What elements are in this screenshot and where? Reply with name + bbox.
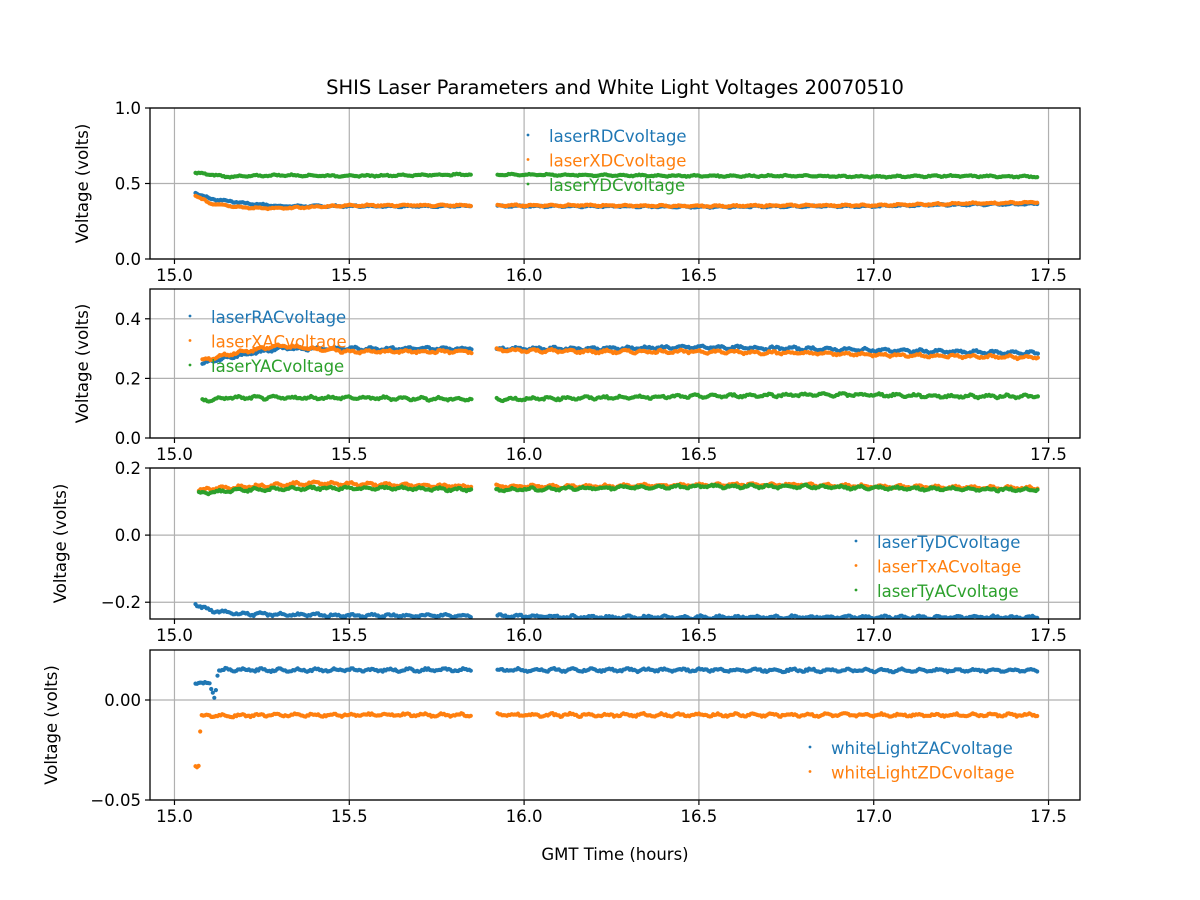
y-tick-label: 0.4: [115, 310, 141, 329]
legend-marker: [854, 588, 858, 592]
subplot-1: 15.0 15.5 16.0 16.5 17.0 17.5 0.0 0.5 1.0 Voltage…: [73, 99, 1081, 285]
axes-frame: [149, 107, 1081, 260]
legend-marker: [808, 745, 812, 749]
series-whiteLightZDCvoltage: [193, 710, 1040, 770]
x-tick-label: 17.0: [855, 445, 892, 464]
axes-frame: [149, 288, 1081, 439]
legend-marker: [854, 539, 858, 543]
legend-label: laserXACvoltage: [211, 333, 347, 352]
legend-label: laserTxACvoltage: [877, 558, 1021, 577]
series-laserXDCvoltage: [193, 193, 1040, 212]
legend-marker: [188, 339, 192, 342]
series-laserYDCvoltage: [193, 170, 1040, 180]
x-tick-label: 17.5: [1030, 626, 1067, 645]
y-tick-label: 0.0: [115, 250, 141, 269]
x-tick-label: 17.5: [1030, 445, 1067, 464]
y-tick-label: 0.00: [104, 691, 141, 710]
subplot-4: 15.0 15.5 16.0 16.5 17.0 17.5 −0.05 0.00 Voltage…: [42, 649, 1081, 826]
x-tick-label: 15.5: [331, 266, 368, 285]
legend: whiteLightZACvoltage whiteLightZDCvoltage: [808, 739, 1015, 783]
legend-label: laserXDCvoltage: [549, 152, 686, 171]
x-tick-label: 15.5: [331, 807, 368, 826]
y-tick-label: 1.0: [115, 99, 141, 118]
subplots: 15.0 15.5 16.0 16.5 17.0 17.5 0.0 0.5 1.0 Voltage…: [42, 99, 1081, 826]
y-axis-label: Voltage (volts): [73, 304, 92, 424]
x-tick-label: 16.0: [506, 626, 543, 645]
y-tick-label: −0.2: [101, 593, 141, 612]
legend-marker: [188, 314, 192, 318]
series-laserXACvoltage: [200, 342, 1041, 363]
x-tick-label: 17.0: [855, 266, 892, 285]
x-tick-label: 16.0: [506, 445, 543, 464]
series-group: [193, 170, 1040, 212]
y-tick-label: 0.2: [115, 369, 141, 388]
series-group: [200, 342, 1041, 404]
x-tick-label: 16.5: [681, 626, 718, 645]
series-laserTyACvoltage: [196, 482, 1040, 497]
legend: laserTyDCvoltage laserTxACvoltage laserTyA…: [854, 533, 1021, 601]
legend-marker: [808, 770, 812, 773]
legend-marker: [854, 564, 858, 567]
x-tick-label: 16.0: [506, 266, 543, 285]
legend: laserRDCvoltage laserXDCvoltage laserYDCvo…: [526, 127, 687, 195]
series-group: [193, 665, 1040, 770]
y-tick-label: 0.2: [115, 459, 141, 478]
series-laserYACvoltage: [200, 391, 1041, 404]
legend: laserRACvoltage laserXACvoltage laserYACvo…: [188, 308, 347, 376]
x-tick-label: 16.0: [506, 807, 543, 826]
x-tick-label: 15.5: [331, 445, 368, 464]
x-tick-label: 15.0: [156, 807, 193, 826]
x-tick-label: 15.0: [156, 626, 193, 645]
legend-label: laserRACvoltage: [211, 308, 346, 327]
chart-title: SHIS Laser Parameters and White Light Vo…: [326, 76, 904, 99]
y-tick-label: 0.5: [115, 175, 141, 194]
x-tick-label: 16.5: [681, 266, 718, 285]
series-whiteLightZACvoltage: [193, 665, 1040, 700]
x-tick-label: 15.0: [156, 445, 193, 464]
legend-label: laserTyACvoltage: [877, 582, 1019, 601]
x-tick-label: 16.5: [681, 445, 718, 464]
legend-marker: [526, 182, 530, 186]
x-tick-label: 15.0: [156, 266, 193, 285]
legend-marker: [188, 363, 192, 367]
subplot-3: 15.0 15.5 16.0 16.5 17.0 17.5 −0.2 0.0 0.2 Voltag…: [51, 459, 1081, 645]
x-tick-label: 17.5: [1030, 266, 1067, 285]
legend-label: laserRDCvoltage: [549, 127, 687, 146]
x-tick-label: 15.5: [331, 626, 368, 645]
axes-frame: [149, 467, 1081, 620]
x-tick-label: 16.5: [681, 807, 718, 826]
legend-label: laserTyDCvoltage: [877, 533, 1020, 552]
legend-label: whiteLightZDCvoltage: [831, 764, 1015, 783]
y-axis-label: Voltage (volts): [42, 665, 61, 785]
y-tick-label: 0.0: [115, 526, 141, 545]
x-tick-label: 17.5: [1030, 807, 1067, 826]
x-tick-label: 17.0: [855, 626, 892, 645]
legend-marker: [526, 133, 530, 137]
y-tick-label: 0.0: [115, 429, 141, 448]
y-tick-label: −0.05: [90, 791, 141, 810]
subplot-2: 15.0 15.5 16.0 16.5 17.0 17.5 0.0 0.2 0.4 Voltage…: [73, 288, 1081, 464]
y-axis-label: Voltage (volts): [73, 124, 92, 244]
y-axis-label: Voltage (volts): [51, 484, 70, 604]
axes-frame: [149, 649, 1081, 801]
legend-label: laserYDCvoltage: [549, 176, 685, 195]
x-axis-label: GMT Time (hours): [541, 845, 688, 864]
legend-label: whiteLightZACvoltage: [831, 739, 1013, 758]
legend-label: laserYACvoltage: [211, 357, 344, 376]
x-tick-label: 17.0: [855, 807, 892, 826]
legend-marker: [526, 158, 530, 161]
